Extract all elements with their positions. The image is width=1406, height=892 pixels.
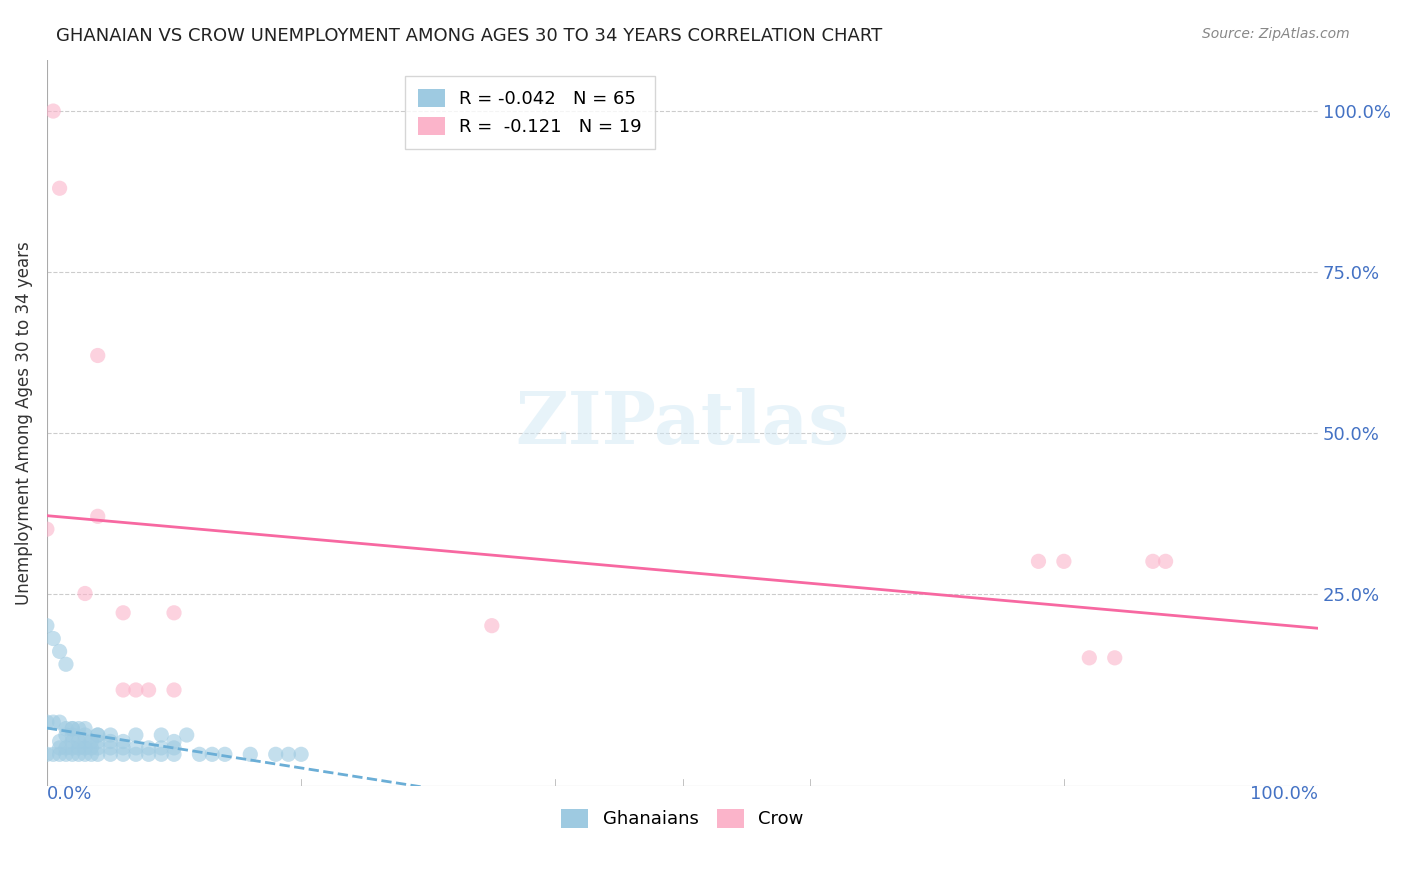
Point [42,715,65,730]
Point [125,740,148,755]
Point [60,728,83,742]
Point [290,747,312,762]
Point [80,747,103,762]
Point [1053,554,1076,568]
Point [67,747,90,762]
Point [67,722,90,736]
Point [138,747,160,762]
Text: 0.0%: 0.0% [46,785,93,803]
Point [100,734,122,748]
Point [60,747,83,762]
Point [48,181,70,195]
Point [163,740,186,755]
Point [239,747,262,762]
Point [35,747,58,762]
Point [138,683,160,698]
Point [42,747,65,762]
Legend: Ghanaians, Crow: Ghanaians, Crow [554,802,811,836]
Point [60,740,83,755]
Point [55,722,77,736]
Point [55,657,77,672]
Point [48,644,70,658]
Point [264,747,287,762]
Point [277,747,299,762]
Point [87,728,110,742]
Point [112,740,135,755]
Point [201,747,224,762]
Y-axis label: Unemployment Among Ages 30 to 34 years: Unemployment Among Ages 30 to 34 years [15,241,32,605]
Point [150,747,173,762]
Point [48,734,70,748]
Point [1142,554,1164,568]
Point [125,683,148,698]
Point [60,722,83,736]
Point [67,734,90,748]
Point [150,740,173,755]
Point [188,747,211,762]
Point [163,683,186,698]
Point [87,349,110,363]
Point [55,747,77,762]
Point [1078,650,1101,665]
Point [176,728,198,742]
Point [35,522,58,536]
Point [112,747,135,762]
Point [80,740,103,755]
Point [100,747,122,762]
Point [73,734,96,748]
Text: GHANAIAN VS CROW UNEMPLOYMENT AMONG AGES 30 TO 34 YEARS CORRELATION CHART: GHANAIAN VS CROW UNEMPLOYMENT AMONG AGES… [56,27,883,45]
Point [125,728,148,742]
Point [163,734,186,748]
Point [87,509,110,524]
Point [60,722,83,736]
Point [87,728,110,742]
Point [150,728,173,742]
Point [112,683,135,698]
Point [67,740,90,755]
Point [100,728,122,742]
Point [48,747,70,762]
Point [112,734,135,748]
Point [87,747,110,762]
Point [80,734,103,748]
Text: ZIPatlas: ZIPatlas [516,387,849,458]
Point [60,734,83,748]
Point [87,734,110,748]
Point [1104,650,1126,665]
Point [73,740,96,755]
Point [87,740,110,755]
Point [214,747,236,762]
Point [48,740,70,755]
Point [35,618,58,632]
Point [73,586,96,600]
Point [125,747,148,762]
Point [163,747,186,762]
Point [1154,554,1177,568]
Point [35,715,58,730]
Point [73,728,96,742]
Point [138,740,160,755]
Point [55,728,77,742]
Point [48,715,70,730]
Point [42,632,65,646]
Text: 100.0%: 100.0% [1250,785,1319,803]
Point [481,618,503,632]
Point [42,104,65,119]
Point [112,606,135,620]
Point [73,747,96,762]
Point [100,740,122,755]
Point [163,606,186,620]
Point [73,722,96,736]
Point [1028,554,1050,568]
Text: Source: ZipAtlas.com: Source: ZipAtlas.com [1202,27,1350,41]
Point [55,740,77,755]
